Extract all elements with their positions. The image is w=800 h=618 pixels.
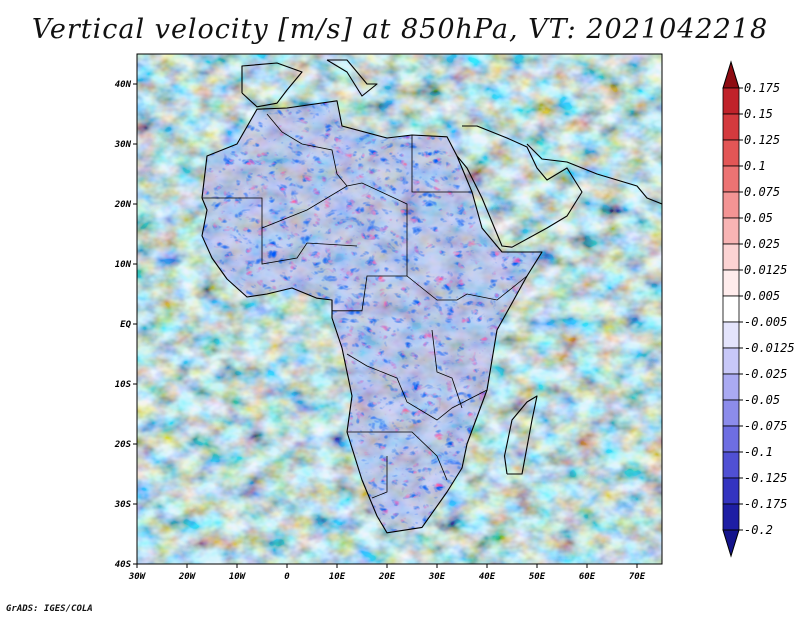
colorbar-swatch (722, 373, 740, 401)
colorbar-label: 0.175 (744, 81, 780, 95)
colorbar: 0.175 0.15 0.125 0.1 0.075 0.05 0.025 0.0125 0.0… (722, 60, 795, 558)
colorbar-label: -0.005 (744, 315, 787, 329)
colorbar-swatch (722, 113, 740, 141)
lat-tick-label: 20S (114, 440, 132, 450)
map-area (137, 54, 662, 564)
colorbar-label: 0.005 (744, 289, 780, 303)
map-frame (136, 53, 663, 565)
colorbar-swatch (722, 243, 740, 271)
colorbar-swatch (722, 295, 740, 323)
lon-tick-label: 10W (229, 572, 247, 582)
colorbar-swatch (722, 269, 740, 297)
colorbar-swatch (722, 217, 740, 245)
lon-tick-label: 40E (479, 572, 496, 582)
lat-tick-label: 40S (115, 560, 132, 570)
colorbar-swatch (722, 477, 740, 505)
colorbar-label: -0.0125 (744, 341, 795, 355)
colorbar-label: 0.1 (744, 159, 766, 173)
colorbar-swatch (722, 165, 740, 193)
lat-tick-label: 30N (114, 140, 132, 150)
colorbar-label: -0.1 (744, 445, 773, 459)
coastline (201, 100, 543, 534)
lon-tick-label: 20W (178, 572, 197, 582)
lon-tick-label: 70E (629, 572, 646, 582)
latitude-axis: 40N 30N 20N 10N EQ 10S 20S 30S 40S (114, 80, 137, 570)
country-border (261, 228, 358, 265)
lon-tick-label: 0 (284, 572, 290, 582)
colorbar-label: -0.075 (744, 419, 787, 433)
colorbar-label: 0.025 (744, 237, 780, 251)
longitude-axis: 30W 20W 10W 0 10E 20E 30E 40E 50E 60E 70E (128, 564, 646, 582)
colorbar-top-arrow (722, 60, 740, 89)
country-border (202, 182, 408, 312)
country-border (346, 353, 488, 421)
coastline (503, 395, 538, 475)
lon-tick-label: 10E (329, 572, 346, 582)
colorbar-label: -0.175 (744, 497, 787, 511)
colorbar-swatch (722, 451, 740, 479)
lat-tick-label: 10N (115, 260, 132, 270)
coastline (526, 143, 662, 205)
coastline (241, 62, 303, 108)
lon-tick-label: 50E (529, 572, 546, 582)
colorbar-swatch (722, 139, 740, 167)
coastline (456, 125, 583, 248)
coastline (326, 59, 378, 97)
lon-tick-label: 30W (128, 572, 147, 582)
colorbar-label: -0.05 (744, 393, 780, 407)
country-border (431, 329, 463, 409)
map-title: Vertical velocity [m/s] at 850hPa, VT: 2… (31, 14, 769, 45)
country-border (411, 135, 472, 193)
colorbar-swatch (722, 399, 740, 427)
lat-tick-label: 30S (114, 500, 132, 510)
grads-credit: GrADS: IGES/COLA (6, 604, 93, 614)
lon-tick-label: 30E (428, 572, 446, 582)
colorbar-swatch (722, 425, 740, 453)
colorbar-label: -0.125 (744, 471, 787, 485)
colorbar-label: -0.025 (744, 367, 787, 381)
country-border (371, 456, 388, 499)
colorbar-swatch (722, 347, 740, 375)
country-border (347, 431, 448, 481)
lat-tick-label: 10S (115, 380, 132, 390)
lon-tick-label: 60E (579, 572, 596, 582)
colorbar-label: 0.0125 (744, 263, 787, 277)
lat-tick-label: 20N (114, 200, 132, 210)
colorbar-bottom-arrow (722, 529, 740, 558)
colorbar-label: 0.05 (744, 211, 773, 225)
country-border (406, 275, 528, 301)
colorbar-swatch (722, 87, 740, 115)
colorbar-label: 0.075 (744, 185, 780, 199)
lat-tick-label: EQ (120, 320, 131, 330)
country-boundaries (201, 59, 662, 534)
lon-tick-label: 20E (378, 572, 396, 582)
colorbar-swatch (722, 321, 740, 349)
colorbar-label: -0.2 (744, 523, 773, 537)
colorbar-label: 0.15 (744, 107, 773, 121)
country-border (266, 113, 348, 187)
lat-tick-label: 40N (115, 80, 132, 90)
colorbar-label: 0.125 (744, 133, 780, 147)
colorbar-swatch (722, 503, 740, 531)
colorbar-swatch (722, 191, 740, 219)
